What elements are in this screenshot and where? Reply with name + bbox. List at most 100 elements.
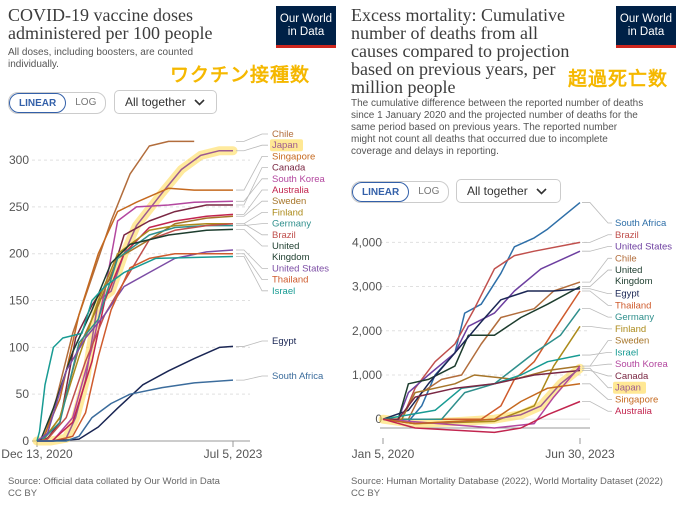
- vaccine-chart-title: COVID-19 vaccine doses administered per …: [8, 6, 212, 42]
- x-tick-label: Jun 30, 2023: [545, 447, 615, 461]
- series-line-united-states: [36, 249, 234, 442]
- label-connector: [236, 249, 268, 269]
- series-label-canada: Canada: [615, 371, 649, 382]
- series-line-brazil: [36, 223, 234, 442]
- label-connector: [582, 202, 612, 224]
- series-label-germany: Germany: [272, 219, 311, 230]
- mortality-description-line1: The cumulative difference between the re…: [351, 98, 644, 109]
- y-tick-label: 50: [16, 387, 30, 401]
- excess-death-label: 超過死亡数: [568, 68, 669, 90]
- label-connector: [582, 340, 612, 367]
- mortality-title-line5: million people: [351, 77, 456, 97]
- series-layout-dropdown[interactable]: All together: [114, 90, 217, 114]
- label-connector: [236, 167, 268, 206]
- series-line-sweden: [383, 365, 581, 420]
- label-connector: [582, 363, 612, 367]
- dropdown-label: All together: [467, 184, 528, 198]
- label-connector: [236, 133, 268, 142]
- series-label-thailand: Thailand: [272, 275, 308, 286]
- series-label-thailand: Thailand: [615, 300, 651, 311]
- series-label-israel: Israel: [272, 286, 295, 297]
- series-label-finland: Finland: [272, 207, 303, 218]
- series-line-japan: [37, 149, 233, 442]
- label-connector: [236, 189, 268, 215]
- series-layout-dropdown[interactable]: All together: [456, 179, 561, 203]
- owid-logo-line2: in Data: [627, 26, 665, 38]
- series-line-south-africa: [382, 202, 581, 423]
- label-connector: [236, 256, 268, 292]
- label-connector: [236, 178, 268, 202]
- vaccine-chart-subtitle: All doses, including boosters, are count…: [8, 47, 193, 71]
- linear-scale-button[interactable]: LINEAR: [9, 93, 67, 113]
- mortality-license: CC BY: [351, 488, 381, 499]
- label-connector: [236, 375, 268, 381]
- series-label-egypt: Egypt: [615, 289, 640, 300]
- series-line-finland: [36, 223, 233, 442]
- mortality-title-line4: based on previous years, per: [351, 59, 556, 79]
- mortality-source-line1: Source: Human Mortality Database (2022),…: [351, 476, 663, 487]
- label-connector: [582, 288, 612, 294]
- series-label-sweden: Sweden: [272, 196, 306, 207]
- label-connector: [582, 367, 612, 389]
- label-connector: [582, 325, 612, 330]
- series-label-australia: Australia: [272, 185, 310, 196]
- owid-logo-line2: in Data: [287, 26, 325, 38]
- y-tick-label: 150: [9, 294, 29, 308]
- owid-logo-line1: Our World: [619, 13, 673, 25]
- series-line-israel: [36, 255, 234, 442]
- log-scale-button[interactable]: LOG: [75, 97, 97, 108]
- log-scale-button[interactable]: LOG: [418, 186, 440, 197]
- series-label-chile: Chile: [272, 129, 294, 140]
- x-tick-label: Dec 13, 2020: [1, 447, 73, 461]
- series-label-australia: Australia: [615, 406, 653, 417]
- series-label-brazil: Brazil: [272, 230, 296, 241]
- y-tick-label: 0: [22, 434, 29, 448]
- vaccine-source-line1: Source: Official data collated by Our Wo…: [8, 476, 220, 487]
- linear-scale-button[interactable]: LINEAR: [352, 182, 410, 202]
- series-label-finland: Finland: [615, 324, 646, 335]
- label-connector: [236, 253, 268, 280]
- series-label-germany: Germany: [615, 312, 654, 323]
- series-label-south-korea: South Korea: [272, 174, 326, 185]
- chevron-down-icon: [536, 187, 547, 195]
- series-line-egypt: [37, 345, 234, 442]
- series-line-singapore: [382, 383, 581, 425]
- japan-label-highlight: [613, 381, 646, 394]
- series-line-sweden: [36, 215, 234, 442]
- series-label-egypt: Egypt: [272, 336, 297, 347]
- vaccine-panel: COVID-19 vaccine doses administered per …: [8, 6, 336, 499]
- series-label-japan: Japan: [272, 140, 298, 151]
- series-line-united-kingdom: [36, 228, 234, 442]
- chart-vaccine-doses: 0 50 100 150 200 250 300 Dec 13, 2020 Jul 5, 202…: [1, 129, 329, 461]
- series-label-chile: Chile: [615, 253, 637, 264]
- mortality-description: The cumulative difference between the re…: [351, 98, 643, 158]
- vaccine-license: CC BY: [8, 488, 38, 499]
- vaccine-subtitle-line1: All doses, including boosters, are count…: [8, 47, 194, 58]
- series-line-thailand: [37, 252, 233, 442]
- series-line-canada: [383, 369, 581, 420]
- y-tick-label: 2,000: [352, 324, 382, 338]
- label-connector: [582, 370, 612, 377]
- series-label-united-kingdom: United Kingdom: [615, 265, 653, 287]
- label-connector: [236, 156, 268, 191]
- vaccine-title-line1: COVID-19 vaccine doses: [8, 5, 193, 25]
- series-line-chile: [36, 140, 195, 442]
- label-connector: [582, 383, 612, 400]
- y-tick-label: 250: [9, 200, 29, 214]
- vaccine-title-line2: administered per 100 people: [8, 23, 213, 43]
- owid-logo[interactable]: Our World in Data: [276, 6, 336, 48]
- label-connector: [582, 352, 612, 356]
- series-label-south-korea: South Korea: [615, 359, 669, 370]
- x-tick-label: Jan 5, 2020: [352, 447, 415, 461]
- series-label-united-states: United States: [272, 263, 329, 274]
- series-label-united-states: United States: [615, 242, 672, 253]
- label-connector: [236, 200, 268, 217]
- series-line-south-korea: [37, 200, 234, 442]
- owid-logo[interactable]: Our World in Data: [616, 6, 676, 48]
- label-connector: [582, 290, 612, 306]
- label-connector: [236, 144, 268, 152]
- series-label-south-africa: South Africa: [615, 218, 667, 229]
- series-line-egypt: [382, 288, 581, 420]
